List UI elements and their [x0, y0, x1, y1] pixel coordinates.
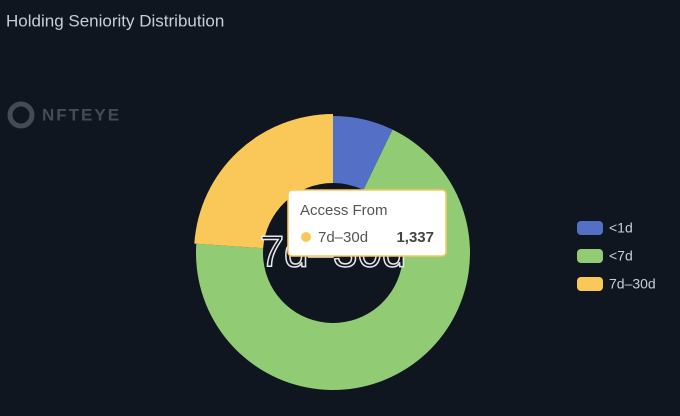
legend-label: <1d	[609, 220, 633, 236]
donut-segment	[194, 114, 333, 249]
tooltip-box	[287, 189, 447, 257]
legend-label: 7d–30d	[609, 276, 656, 292]
tooltip-marker	[301, 232, 311, 242]
legend-swatch	[577, 221, 603, 235]
tooltip-name: 7d–30d	[318, 229, 368, 246]
chart-title: Holding Seniority Distribution	[6, 11, 224, 30]
legend-swatch	[577, 277, 603, 291]
watermark-logo: NFTEYE	[7, 101, 121, 129]
watermark: NFTEYE	[42, 105, 121, 124]
tooltip-value: 1,337	[396, 229, 434, 246]
tooltip: Access From 7d–30d 1,337	[287, 189, 447, 257]
legend-swatch	[577, 249, 603, 263]
donut-segment	[333, 116, 393, 190]
tooltip-title: Access From	[300, 202, 388, 219]
legend-label: <7d	[609, 248, 633, 264]
